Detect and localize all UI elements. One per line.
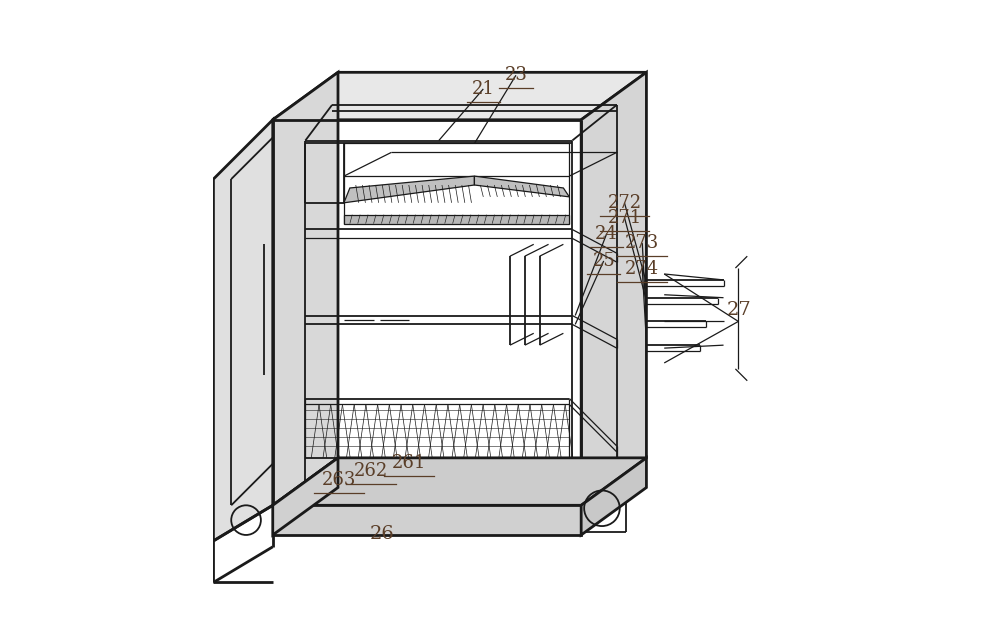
Text: 21: 21 xyxy=(472,80,495,98)
Text: 26: 26 xyxy=(370,525,395,543)
Text: 27: 27 xyxy=(727,300,751,319)
Polygon shape xyxy=(273,73,646,120)
Text: 263: 263 xyxy=(322,471,356,490)
Text: 261: 261 xyxy=(392,454,426,471)
Text: 271: 271 xyxy=(607,209,642,227)
Text: 23: 23 xyxy=(504,66,527,85)
Text: 24: 24 xyxy=(595,225,618,243)
Text: 273: 273 xyxy=(625,234,659,252)
Text: 274: 274 xyxy=(625,260,659,278)
Polygon shape xyxy=(273,505,581,535)
Polygon shape xyxy=(344,176,474,203)
Polygon shape xyxy=(474,176,569,197)
Text: 272: 272 xyxy=(607,194,642,212)
Polygon shape xyxy=(581,458,646,535)
Polygon shape xyxy=(273,458,338,535)
Text: 25: 25 xyxy=(592,252,615,270)
Polygon shape xyxy=(213,120,273,541)
Polygon shape xyxy=(344,215,569,223)
Polygon shape xyxy=(273,458,646,505)
Polygon shape xyxy=(273,73,338,505)
Polygon shape xyxy=(581,73,646,505)
Text: 262: 262 xyxy=(353,462,388,480)
